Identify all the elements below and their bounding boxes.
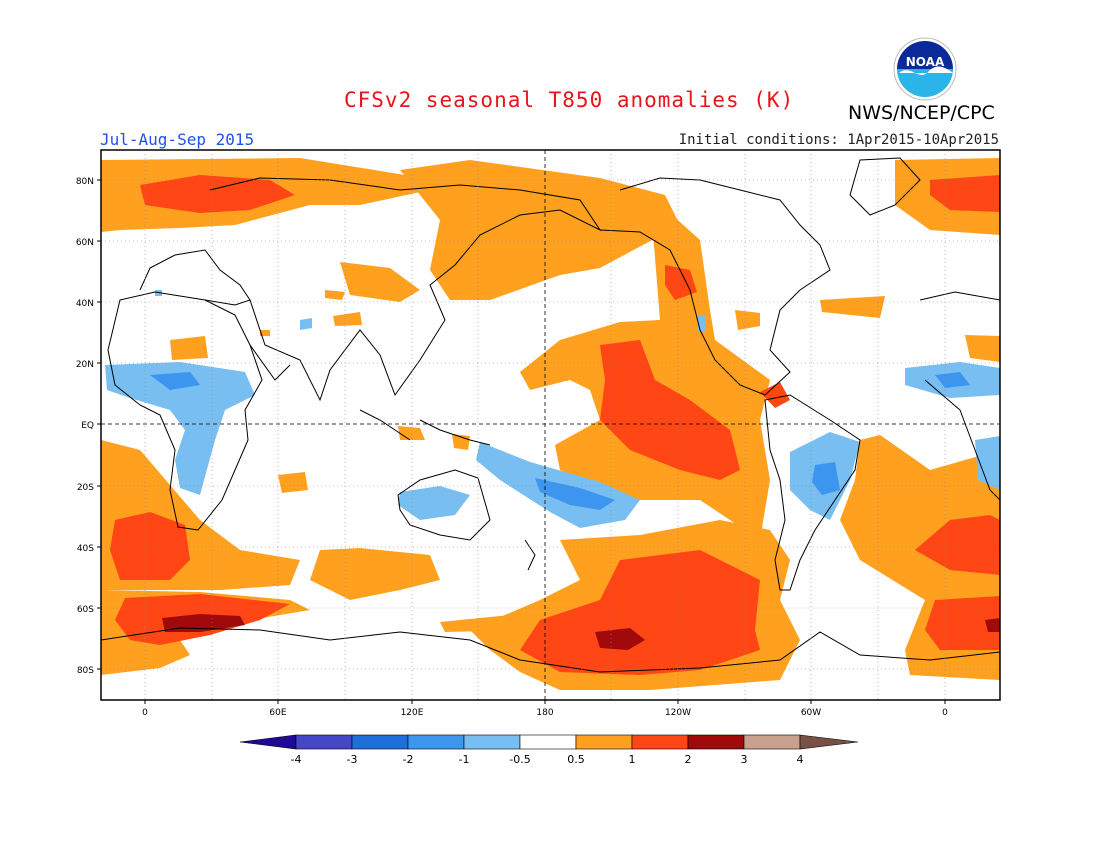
agency-label: NWS/NCEP/CPC	[848, 102, 995, 124]
lat-label: 40S	[77, 544, 94, 554]
colorbar-arrow-low	[239, 734, 297, 750]
lat-label: EQ	[81, 421, 94, 431]
coastlines	[101, 157, 1000, 673]
lat-label: 60S	[77, 605, 94, 615]
colorbar-label: 1	[629, 753, 636, 766]
colorbar-label: -1	[459, 753, 470, 766]
colorbar-label: 0.5	[567, 753, 585, 766]
noaa-logo-text: NOAA	[906, 55, 945, 69]
initial-conditions: Initial conditions: 1Apr2015-10Apr2015	[678, 132, 999, 148]
colorbar-swatch	[295, 734, 353, 750]
colorbar-swatch	[519, 734, 577, 750]
colorbar-swatch	[463, 734, 521, 750]
lon-label: 60E	[269, 708, 286, 718]
colorbar-label: 4	[797, 753, 804, 766]
lon-label: 120E	[401, 708, 424, 718]
lon-labels: 0 60E 120E 180 120W 60W 0	[142, 708, 948, 718]
lat-label: 60N	[76, 238, 94, 248]
colorbar-label: -2	[403, 753, 414, 766]
colorbar-label: 2	[685, 753, 692, 766]
noaa-logo-icon: NOAA	[893, 37, 957, 101]
cold-anomaly-1	[150, 372, 970, 510]
lon-label: 0	[942, 708, 948, 718]
colorbar-swatch	[687, 734, 745, 750]
colorbar-arrow-high	[799, 734, 859, 750]
warm-anomaly-1	[110, 175, 1000, 675]
colorbar: -4 -3 -2 -1 -0.5 0.5 1 2 3 4	[239, 734, 859, 766]
lat-label: 20N	[76, 360, 94, 370]
lat-labels: 80N 60N 40N 20N EQ 20S 40S 60S 80S	[76, 177, 94, 676]
lon-label: 0	[142, 708, 148, 718]
colorbar-label: -0.5	[509, 753, 530, 766]
lon-ticks	[144, 700, 946, 704]
anomaly-shading	[101, 158, 1000, 690]
colorbar-swatch	[743, 734, 801, 750]
colorbar-swatch	[407, 734, 465, 750]
colorbar-label: 3	[741, 753, 748, 766]
lon-label: 180	[536, 708, 553, 718]
lat-label: 20S	[77, 483, 94, 493]
lat-ticks	[97, 179, 101, 670]
colorbar-swatch	[351, 734, 409, 750]
lat-label: 40N	[76, 299, 94, 309]
lon-label: 120W	[665, 708, 691, 718]
colorbar-swatch	[575, 734, 633, 750]
colorbar-swatch	[631, 734, 689, 750]
forecast-period: Jul-Aug-Sep 2015	[100, 130, 255, 149]
colorbar-label: -4	[291, 753, 302, 766]
colorbar-label: -3	[347, 753, 358, 766]
lat-label: 80N	[76, 177, 94, 187]
lat-label: 80S	[77, 666, 94, 676]
lon-label: 60W	[801, 708, 821, 718]
map-title: CFSv2 seasonal T850 anomalies (K)	[344, 88, 795, 112]
map-frame	[100, 149, 1001, 701]
warm-anomaly-2	[162, 614, 1000, 650]
